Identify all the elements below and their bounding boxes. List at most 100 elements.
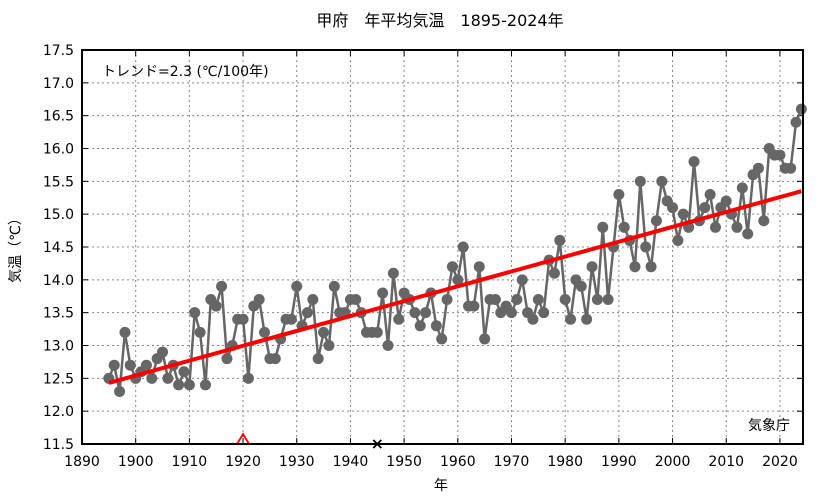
plot-frame <box>81 49 804 445</box>
data-point <box>672 234 684 246</box>
data-point <box>178 366 190 378</box>
data-point <box>291 280 303 292</box>
data-point <box>758 215 770 227</box>
y-tick-label: 16.5 <box>43 109 74 125</box>
x-tick-label: 2020 <box>762 454 798 470</box>
data-point <box>328 280 340 292</box>
x-tick-label: 1990 <box>601 454 637 470</box>
data-point <box>259 326 271 338</box>
x-tick-label: 1970 <box>494 454 530 470</box>
data-point <box>157 346 169 358</box>
data-point <box>377 287 389 299</box>
chart-title: 甲府 年平均気温 1895-2024年 <box>316 11 563 30</box>
data-point <box>586 261 598 273</box>
x-axis-ticks: 1890 1900 1910 1920 1930 1940 1950 1960 1970 1980… <box>64 50 798 470</box>
data-point <box>645 261 657 273</box>
trend-line <box>108 189 802 385</box>
y-tick-label: 11.5 <box>43 437 74 453</box>
y-axis-label: 気温（℃） <box>8 211 24 283</box>
data-point <box>795 103 807 115</box>
data-point <box>393 313 405 325</box>
y-tick-label: 14.5 <box>43 240 74 256</box>
data-point <box>688 156 700 168</box>
data-point <box>790 116 802 128</box>
data-point <box>350 294 362 306</box>
data-point <box>554 234 566 246</box>
data-point <box>237 313 249 325</box>
data-point <box>140 359 152 371</box>
data-point <box>720 195 732 207</box>
data-point <box>371 326 383 338</box>
data-point <box>146 372 158 384</box>
data-point <box>301 307 313 319</box>
y-tick-label: 12.5 <box>43 371 74 387</box>
data-point <box>473 261 485 273</box>
x-tick-label: 1910 <box>172 454 208 470</box>
data-point <box>409 307 421 319</box>
y-tick-label: 15.5 <box>43 174 74 190</box>
trend-layer <box>108 189 802 385</box>
data-point <box>629 261 641 273</box>
data-point <box>285 313 297 325</box>
data-point <box>532 294 544 306</box>
data-point <box>114 385 126 397</box>
data-point <box>382 340 394 351</box>
data-point <box>441 294 453 306</box>
data-point <box>667 202 679 214</box>
y-tick-label: 17.0 <box>43 76 74 92</box>
data-point <box>742 228 754 240</box>
x-tick-label: 2000 <box>655 454 691 470</box>
data-point <box>618 221 630 233</box>
y-tick-label: 13.5 <box>43 306 74 322</box>
data-point <box>457 241 469 253</box>
data-point <box>452 274 464 286</box>
y-tick-label: 15.0 <box>43 207 74 223</box>
series-layer <box>103 103 807 397</box>
data-point <box>785 162 797 174</box>
data-point <box>108 359 120 371</box>
x-tick-label: 1960 <box>440 454 476 470</box>
data-point <box>242 372 254 384</box>
data-point <box>505 307 517 319</box>
y-tick-label: 14.0 <box>43 273 74 289</box>
data-point <box>709 221 721 233</box>
data-point <box>656 175 668 187</box>
data-point <box>548 267 560 279</box>
data-point <box>559 294 571 306</box>
data-point <box>199 379 211 391</box>
data-point <box>323 340 335 351</box>
y-tick-label: 16.0 <box>43 142 74 158</box>
data-point <box>650 215 662 227</box>
data-point <box>774 149 786 161</box>
data-point <box>318 326 330 338</box>
data-point <box>119 326 131 338</box>
data-point <box>221 353 233 365</box>
x-tick-label: 1980 <box>547 454 583 470</box>
data-point <box>162 372 174 384</box>
data-point <box>699 202 711 214</box>
source-label: 気象庁 <box>748 418 790 434</box>
x-tick-label: 2010 <box>708 454 744 470</box>
x-tick-label: 1890 <box>64 454 100 470</box>
data-point <box>581 313 593 325</box>
y-tick-label: 13.0 <box>43 339 74 355</box>
data-point <box>173 379 185 391</box>
data-point <box>269 353 281 365</box>
data-point <box>602 294 614 306</box>
x-tick-label: 1940 <box>333 454 369 470</box>
y-tick-label: 17.5 <box>43 43 74 59</box>
data-point <box>736 182 748 194</box>
data-point <box>634 175 646 187</box>
data-point <box>468 300 480 312</box>
data-point <box>210 300 222 312</box>
x-tick-label: 1930 <box>279 454 315 470</box>
data-point <box>591 294 603 306</box>
data-point <box>253 294 265 306</box>
x-tick-label: 1900 <box>118 454 154 470</box>
data-point <box>189 307 201 319</box>
data-point <box>312 353 324 365</box>
data-point <box>307 294 319 306</box>
data-point <box>731 221 743 233</box>
data-point <box>216 280 228 292</box>
x-axis-label: 年 <box>434 478 448 494</box>
